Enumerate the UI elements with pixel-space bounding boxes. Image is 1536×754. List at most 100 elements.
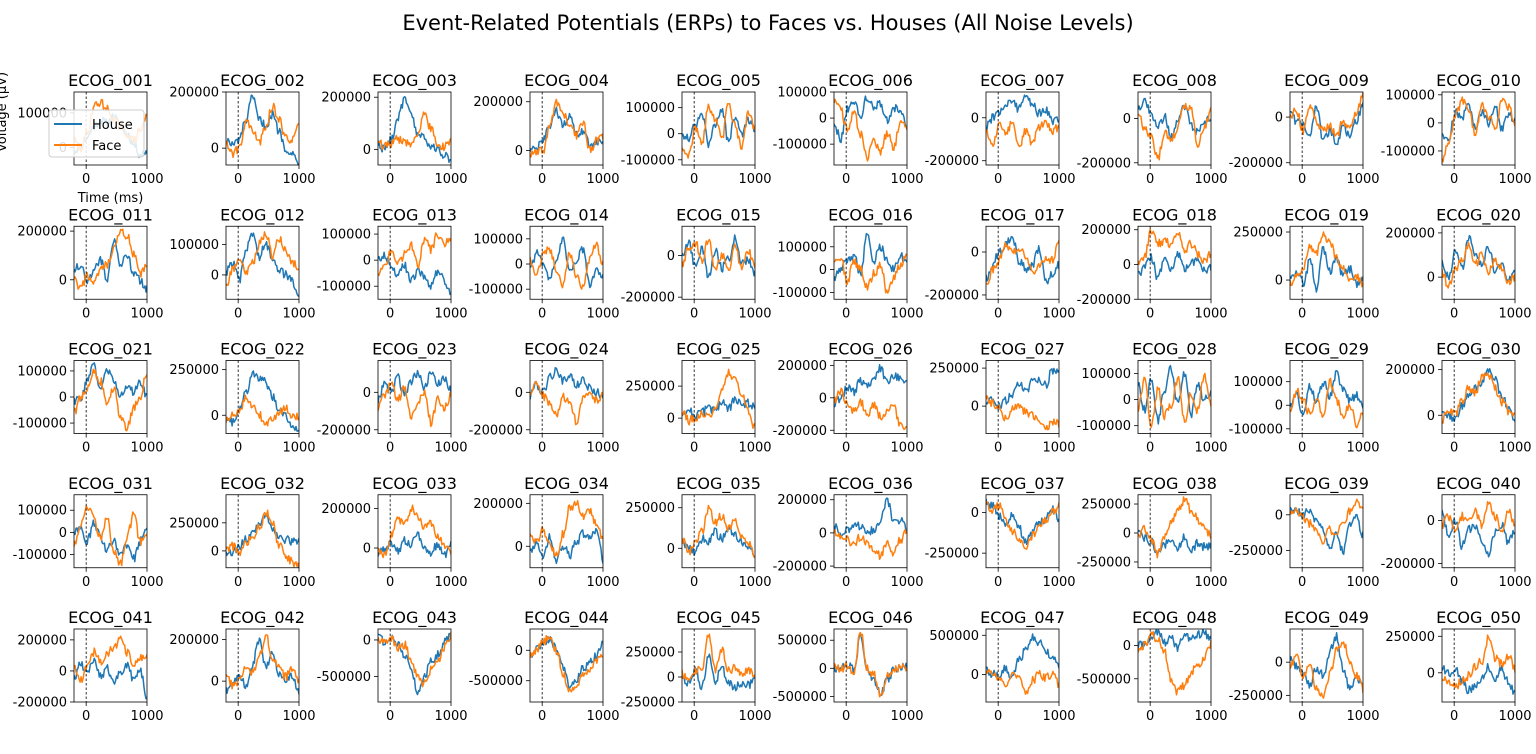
panel-ecog_024: ECOG_024 0 1000 -200000 0 (469, 340, 620, 456)
house-series-line (74, 362, 147, 405)
x-tick-label: 0 (690, 172, 698, 187)
x-tick-label: 1000 (1042, 709, 1075, 724)
panel-title: ECOG_048 (1132, 608, 1217, 628)
y-tick-label: 100000 (1233, 375, 1283, 390)
face-series-line (986, 240, 1059, 285)
y-tick-label: 250000 (625, 380, 675, 395)
x-tick-label: 1000 (890, 709, 923, 724)
x-tick-label: 1000 (738, 172, 771, 187)
axes-frame (1441, 494, 1516, 569)
y-tick-label: -100000 (773, 138, 827, 153)
x-tick-label: 0 (690, 441, 698, 456)
face-series-line (682, 368, 755, 429)
face-series-line (834, 253, 907, 294)
panel-ecog_025: ECOG_025 0 1000 0 250000 (625, 340, 771, 456)
x-tick-label: 0 (538, 575, 546, 590)
x-tick-label: 1000 (282, 172, 315, 187)
y-tick-label: 0 (971, 400, 979, 415)
x-tick-label: 1000 (1042, 575, 1075, 590)
panel-ecog_008: ECOG_008 0 1000 -200000 0 (1077, 71, 1228, 187)
y-tick-label: 250000 (169, 516, 219, 531)
panel-title: ECOG_024 (524, 340, 609, 360)
x-tick-label: 0 (538, 172, 546, 187)
house-series-line (1290, 369, 1363, 416)
x-tick-label: 1000 (586, 172, 619, 187)
x-tick-label: 0 (234, 709, 242, 724)
y-tick-label: 0 (1427, 116, 1435, 131)
y-tick-label: 0 (1123, 526, 1131, 541)
panel-title: ECOG_026 (828, 340, 913, 360)
x-tick-label: 1000 (586, 441, 619, 456)
y-tick-label: 200000 (169, 86, 219, 101)
y-tick-label: 100000 (777, 240, 827, 255)
x-tick-label: 1000 (1346, 575, 1379, 590)
x-tick-label: 1000 (130, 441, 163, 456)
x-tick-label: 1000 (738, 441, 771, 456)
panel-title: ECOG_031 (68, 474, 153, 494)
x-tick-label: 0 (1146, 709, 1154, 724)
panel-ecog_044: ECOG_044 0 1000 -500000 0 (469, 608, 620, 724)
axes-frame (1441, 360, 1516, 434)
x-tick-label: 1000 (434, 172, 467, 187)
x-tick-label: 1000 (1346, 441, 1379, 456)
axes-frame (73, 225, 148, 300)
x-tick-label: 0 (994, 709, 1002, 724)
panel-ecog_012: ECOG_012 0 1000 0 100000 (169, 205, 315, 321)
legend-label-house: House (92, 118, 133, 133)
y-tick-label: 200000 (777, 359, 827, 374)
house-series-line (378, 251, 451, 296)
y-tick-label: 200000 (321, 502, 371, 517)
panel-ecog_007: ECOG_007 0 1000 -200000 0 (925, 71, 1076, 187)
axes-frame (833, 494, 908, 569)
face-series-line (1138, 228, 1211, 266)
panel-title: ECOG_035 (676, 474, 761, 494)
axes-frame (225, 360, 300, 434)
y-tick-label: -100000 (621, 153, 675, 168)
x-tick-label: 1000 (1042, 172, 1075, 187)
axes-frame (1441, 628, 1516, 703)
x-tick-label: 0 (1298, 575, 1306, 590)
y-tick-label: 0 (1275, 508, 1283, 523)
panel-title: ECOG_021 (68, 340, 153, 360)
x-tick-label: 0 (1450, 441, 1458, 456)
panel-title: ECOG_033 (372, 474, 457, 494)
panel-ecog_031: ECOG_031 0 1000 -100000 0 100000 (13, 474, 164, 590)
y-tick-label: 0 (819, 112, 827, 127)
y-tick-label: 0 (59, 664, 67, 679)
y-tick-label: -250000 (1229, 544, 1283, 559)
x-tick-label: 0 (1450, 575, 1458, 590)
axes-frame (377, 225, 452, 300)
y-tick-label: -200000 (1229, 156, 1283, 171)
x-tick-label: 0 (842, 441, 850, 456)
y-tick-label: 0 (667, 412, 675, 427)
axes-frame (225, 628, 300, 703)
face-series-line (986, 668, 1059, 695)
panel-title: ECOG_037 (980, 474, 1065, 494)
panel-title: ECOG_004 (524, 71, 609, 91)
panel-title: ECOG_016 (828, 205, 913, 225)
y-tick-label: 0 (1123, 639, 1131, 654)
y-tick-label: -200000 (773, 560, 827, 575)
x-tick-label: 1000 (890, 172, 923, 187)
y-tick-label: 0 (363, 254, 371, 269)
y-tick-label: 0 (211, 675, 219, 690)
y-tick-label: 100000 (169, 238, 219, 253)
x-tick-label: 0 (1450, 306, 1458, 321)
x-tick-label: 0 (386, 575, 394, 590)
axes-frame (377, 91, 452, 166)
x-tick-label: 1000 (130, 172, 163, 187)
y-tick-label: 200000 (473, 497, 523, 512)
y-tick-label: -200000 (773, 424, 827, 439)
panel-ecog_035: ECOG_035 0 1000 0 250000 (625, 474, 771, 590)
y-tick-label: 200000 (473, 95, 523, 110)
y-tick-label: -100000 (1381, 144, 1435, 159)
panel-title: ECOG_027 (980, 340, 1065, 360)
panel-ecog_004: ECOG_004 0 1000 0 200000 (473, 71, 619, 187)
panel-ecog_023: ECOG_023 0 1000 -200000 0 (317, 340, 468, 456)
panel-ecog_036: ECOG_036 0 1000 -200000 0 200000 (773, 474, 924, 590)
y-tick-label: 200000 (17, 633, 67, 648)
house-series-line (378, 632, 451, 696)
x-tick-label: 1000 (130, 709, 163, 724)
axes-frame (1289, 91, 1364, 166)
